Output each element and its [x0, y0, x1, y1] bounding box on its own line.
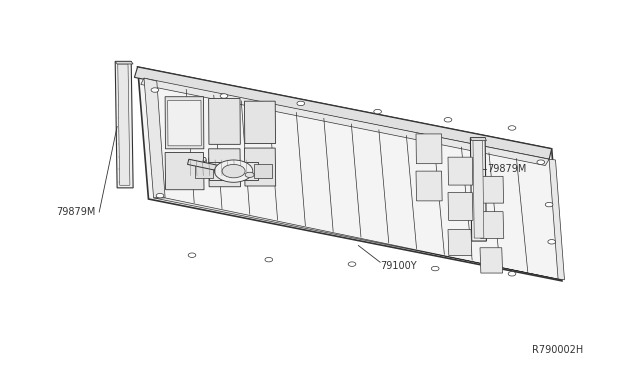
Circle shape: [188, 253, 196, 257]
Circle shape: [508, 126, 516, 130]
Polygon shape: [209, 162, 258, 180]
Polygon shape: [448, 193, 473, 220]
Polygon shape: [115, 61, 133, 64]
Circle shape: [545, 202, 553, 207]
Polygon shape: [168, 100, 201, 146]
Polygon shape: [209, 99, 240, 144]
Polygon shape: [144, 78, 165, 198]
Text: 79841N: 79841N: [195, 157, 234, 167]
Polygon shape: [138, 67, 562, 281]
Polygon shape: [254, 164, 272, 178]
Polygon shape: [134, 67, 552, 159]
Polygon shape: [480, 248, 502, 273]
Text: 79100Y: 79100Y: [380, 261, 417, 271]
Polygon shape: [480, 212, 504, 238]
Polygon shape: [154, 198, 561, 280]
Polygon shape: [209, 149, 241, 187]
Circle shape: [151, 88, 159, 92]
Polygon shape: [416, 171, 442, 201]
Text: 79879M: 79879M: [56, 207, 96, 217]
Circle shape: [265, 257, 273, 262]
Polygon shape: [244, 148, 276, 186]
Polygon shape: [416, 134, 442, 164]
Circle shape: [348, 262, 356, 266]
Polygon shape: [165, 153, 204, 190]
Polygon shape: [473, 141, 484, 238]
Polygon shape: [115, 61, 133, 188]
Polygon shape: [141, 78, 549, 166]
Polygon shape: [448, 230, 472, 256]
Circle shape: [431, 266, 439, 271]
Polygon shape: [549, 159, 564, 280]
Polygon shape: [244, 101, 275, 144]
Circle shape: [444, 118, 452, 122]
Polygon shape: [188, 159, 250, 177]
Circle shape: [245, 172, 254, 177]
Circle shape: [222, 164, 245, 178]
Polygon shape: [470, 138, 486, 241]
Circle shape: [537, 160, 545, 164]
Polygon shape: [195, 164, 213, 178]
Polygon shape: [165, 97, 204, 149]
Circle shape: [508, 272, 516, 276]
Polygon shape: [480, 176, 504, 203]
Polygon shape: [470, 138, 486, 141]
Circle shape: [220, 94, 228, 98]
Circle shape: [156, 193, 164, 198]
Circle shape: [374, 109, 381, 114]
Circle shape: [548, 240, 556, 244]
Text: 79879M: 79879M: [488, 164, 527, 174]
Polygon shape: [448, 157, 473, 185]
Circle shape: [214, 160, 253, 182]
Text: R790002H: R790002H: [532, 345, 584, 355]
Polygon shape: [118, 64, 130, 185]
Circle shape: [297, 101, 305, 106]
